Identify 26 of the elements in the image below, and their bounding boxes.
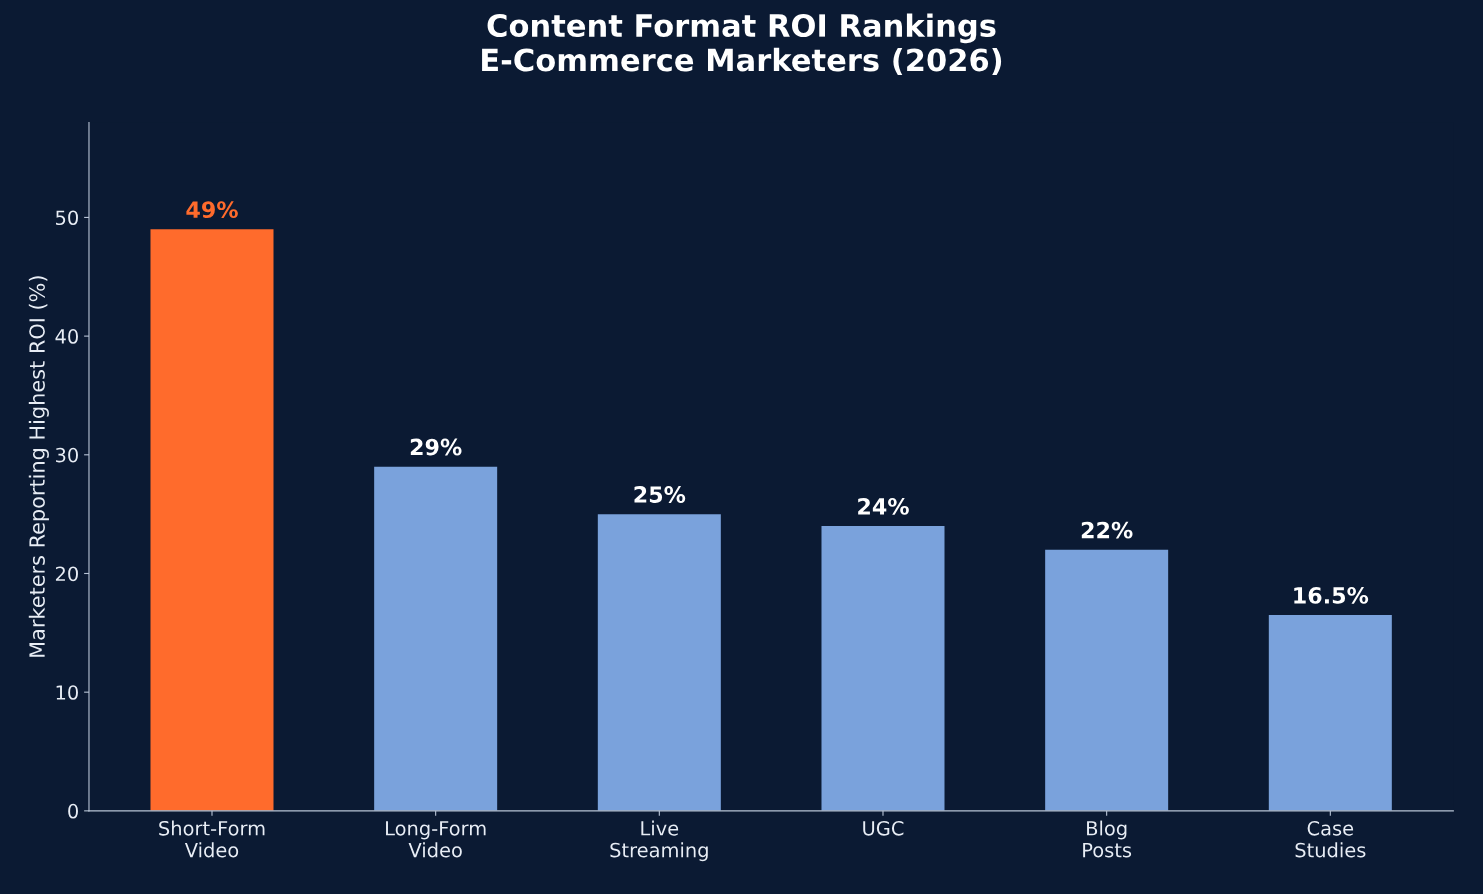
- data-label: 22%: [1081, 521, 1133, 539]
- bar: [150, 229, 274, 811]
- x-tick-label: Short-Form Video: [159, 820, 265, 858]
- y-tick-label: 20: [55, 566, 78, 582]
- y-tick-label: 30: [56, 447, 78, 463]
- y-tick-label: 0: [68, 803, 78, 819]
- bar: [1268, 615, 1392, 811]
- bar: [597, 514, 721, 811]
- bar: [821, 526, 945, 811]
- y-tick-label: 10: [56, 685, 78, 700]
- data-label: 24%: [858, 497, 909, 515]
- y-tick-label: 40: [55, 329, 78, 344]
- bar: [374, 466, 498, 811]
- y-axis-title: Marketers Reporting Highest ROI (%): [28, 276, 49, 657]
- chart-title: Content Format ROI Rankings E-Commerce Marketers (2026): [482, 13, 1002, 76]
- x-tick-label: Live Streaming: [610, 820, 708, 862]
- data-label: 25%: [634, 486, 686, 503]
- data-label: 49%: [186, 201, 238, 219]
- x-tick-label: Long-Form Video: [386, 821, 486, 858]
- bar: [1045, 549, 1169, 811]
- data-label: 29%: [410, 438, 462, 456]
- x-tick-label: Case Studies: [1295, 820, 1366, 858]
- x-tick-label: Blog Posts: [1083, 820, 1132, 858]
- y-tick-label: 50: [56, 210, 78, 226]
- data-label: 16.5%: [1294, 586, 1369, 604]
- x-tick-label: UGC: [863, 820, 904, 836]
